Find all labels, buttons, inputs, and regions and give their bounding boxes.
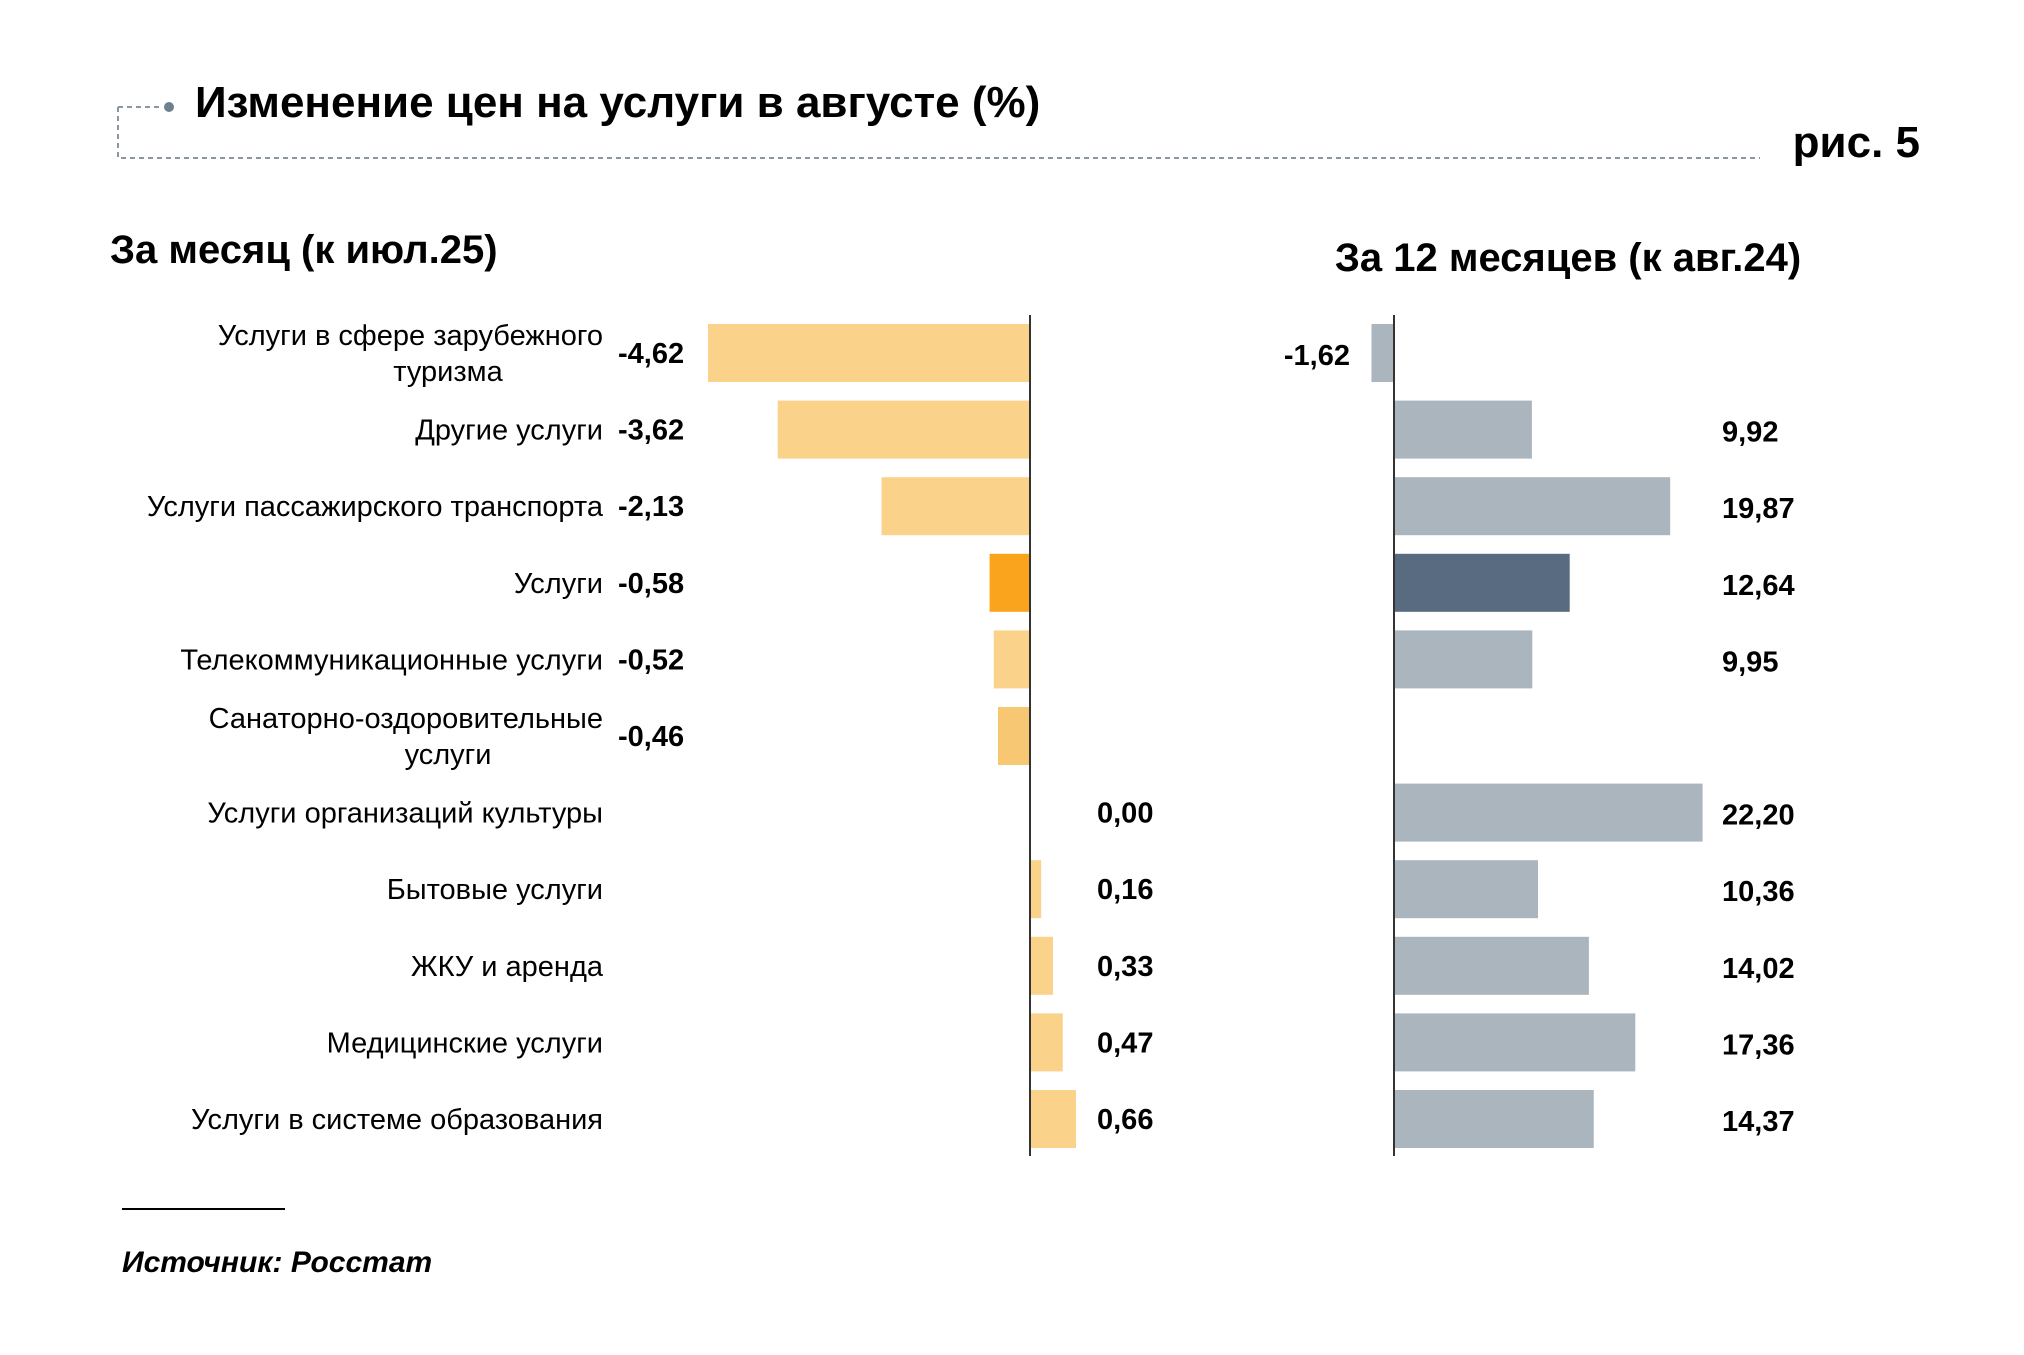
- month-value-label: -4,62: [618, 338, 684, 370]
- category-label: Услуги организаций культуры: [207, 798, 603, 830]
- year-value-label: 17,36: [1722, 1029, 1795, 1061]
- month-value-label: -0,46: [618, 721, 684, 753]
- year-bar: [1394, 1013, 1636, 1072]
- month-bars: [707, 324, 1077, 1148]
- month-value-label: 0,33: [1097, 951, 1153, 983]
- year-value-label: 9,95: [1722, 646, 1778, 678]
- month-value-label: 0,16: [1097, 874, 1153, 906]
- year-value-label: 10,36: [1722, 876, 1795, 908]
- month-value-label: -3,62: [618, 415, 684, 447]
- month-value-label: 0,66: [1097, 1104, 1153, 1136]
- category-label: Санаторно-оздоровительные: [209, 703, 603, 735]
- month-value-label: 0,00: [1097, 798, 1153, 830]
- category-label: Услуги в сфере зарубежного: [218, 320, 603, 352]
- year-value-label: 12,64: [1722, 570, 1795, 602]
- category-label: услуги: [405, 739, 492, 771]
- year-bar: [1394, 783, 1703, 842]
- category-label: ЖКУ и аренда: [411, 951, 604, 983]
- month-bar: [1030, 860, 1042, 919]
- category-label: Бытовые услуги: [387, 874, 603, 906]
- year-panel-title: За 12 месяцев (к авг.24): [1335, 236, 1801, 280]
- year-value-label: -1,62: [1284, 340, 1350, 372]
- month-value-label: -0,52: [618, 644, 684, 676]
- year-value-labels: -1,62 9,92 19,87 12,64 9,95 22,20 10,36 14,02 17…: [1284, 340, 1795, 1138]
- month-value-label: -2,13: [618, 491, 684, 523]
- year-value-label: 9,92: [1722, 417, 1778, 449]
- category-labels: Услуги в сфере зарубежного туризма Другие …: [147, 320, 604, 1136]
- month-bar: [997, 707, 1030, 765]
- year-bar: [1394, 860, 1539, 919]
- year-bar: [1394, 477, 1671, 536]
- month-bar: [707, 324, 1030, 382]
- year-value-label: 19,87: [1722, 493, 1795, 525]
- figure-label: рис. 5: [1793, 118, 1920, 167]
- month-bar: [881, 477, 1030, 536]
- category-label: Медицинские услуги: [327, 1027, 603, 1059]
- year-bar: [1394, 936, 1589, 995]
- month-value-labels: -4,62 -3,62 -2,13 -0,58 -0,52 -0,46 0,00 0,16 0,…: [618, 338, 1153, 1136]
- category-label: Другие услуги: [415, 415, 603, 447]
- year-bar: [1394, 1090, 1594, 1148]
- category-label: Услуги пассажирского транспорта: [147, 491, 604, 523]
- year-bars: [1371, 324, 1703, 1148]
- year-bar: [1394, 400, 1532, 459]
- category-label: Телекоммуникационные услуги: [180, 644, 603, 676]
- month-bar: [777, 400, 1030, 459]
- month-bar: [1030, 936, 1054, 995]
- source-note: Источник: Росстат: [122, 1246, 432, 1279]
- month-bar: [993, 630, 1030, 689]
- header-bullet-icon: [164, 102, 174, 112]
- category-label: Услуги в системе образования: [191, 1104, 603, 1136]
- category-label: Услуги: [514, 568, 603, 600]
- header-dash-frame: [117, 107, 1760, 159]
- year-bar: [1371, 324, 1394, 382]
- year-value-label: 22,20: [1722, 800, 1795, 832]
- month-value-label: 0,47: [1097, 1027, 1153, 1059]
- year-bar: [1394, 553, 1570, 612]
- year-value-label: 14,02: [1722, 953, 1795, 985]
- month-value-label: -0,58: [618, 568, 684, 600]
- month-bar: [989, 553, 1030, 612]
- chart-title: Изменение цен на услуги в августе (%): [195, 78, 1040, 127]
- month-bar: [1030, 1090, 1077, 1148]
- year-value-label: 14,37: [1722, 1106, 1795, 1138]
- month-bar: [1030, 1013, 1063, 1072]
- category-label: туризма: [393, 356, 503, 388]
- year-bar: [1394, 630, 1533, 689]
- month-panel-title: За месяц (к июл.25): [110, 228, 498, 272]
